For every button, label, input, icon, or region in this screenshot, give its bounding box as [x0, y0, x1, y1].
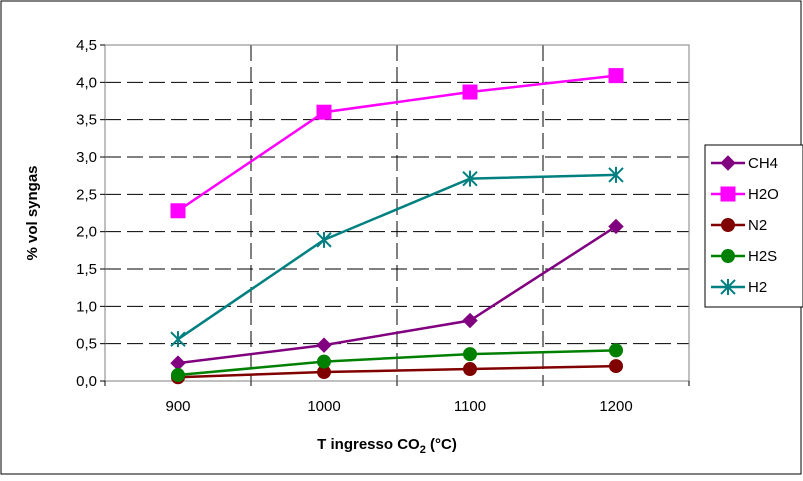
- series-h2o: [170, 68, 624, 219]
- legend-marker-h2: [720, 279, 736, 295]
- x-axis-title-main: T ingresso CO: [317, 436, 420, 453]
- data-point-ch4: [462, 312, 478, 329]
- x-axis-title: T ingresso CO2 (°C): [317, 436, 457, 456]
- y-tick-label: 1,0: [76, 298, 97, 315]
- y-tick-label: 0,0: [76, 373, 97, 390]
- data-point-ch4: [316, 337, 332, 353]
- data-point-h2: [316, 231, 332, 248]
- y-tick-label: 3,5: [76, 112, 97, 129]
- series-line-h2: [177, 173, 617, 341]
- series-line-ch4: [177, 225, 617, 365]
- data-point-h2s: [609, 343, 623, 358]
- series-line-n2: [177, 364, 617, 379]
- data-point-h2: [170, 331, 186, 348]
- legend-marker-n2: [721, 218, 735, 232]
- data-point-h2s: [171, 368, 185, 383]
- data-point-h2: [462, 170, 478, 187]
- legend-label-ch4: CH4: [748, 155, 778, 172]
- series-line-h2s: [177, 349, 617, 377]
- y-tick-labels: 0,0 0,5 1,0 1,5 2,0 2,5 3,0 3,5 4,0 4,5: [76, 37, 105, 390]
- legend-item-n2: N2: [711, 217, 767, 234]
- y-tick-label: 2,5: [76, 186, 97, 203]
- data-point-h2o: [608, 68, 624, 84]
- x-tick-label: 1100: [454, 398, 486, 415]
- y-axis-title: % vol syngas: [24, 165, 41, 260]
- series-line-h2o: [177, 74, 617, 212]
- series-h2: [170, 166, 624, 348]
- x-tick-label: 1200: [599, 398, 632, 415]
- legend-item-h2o: H2O: [711, 186, 779, 203]
- legend-item-ch4: CH4: [711, 155, 778, 172]
- y-tick-label: 3,0: [76, 149, 97, 166]
- data-point-h2o: [462, 84, 478, 100]
- series-h2s: [171, 343, 623, 383]
- legend-marker-h2o: [720, 186, 736, 202]
- x-tick-label: 1000: [307, 398, 340, 415]
- data-point-h2s: [317, 354, 331, 369]
- y-tick-label: 1,5: [76, 261, 97, 278]
- legend-label-h2: H2: [748, 279, 767, 296]
- legend-marker-h2s: [721, 249, 735, 263]
- legend-item-h2: H2: [711, 279, 767, 296]
- data-point-ch4: [608, 218, 624, 235]
- data-point-h2: [608, 166, 624, 183]
- data-point-n2: [463, 362, 477, 377]
- data-point-h2o: [316, 104, 332, 120]
- y-tick-label: 0,5: [76, 336, 97, 353]
- legend-marker-ch4: [720, 155, 736, 171]
- data-point-h2o: [170, 203, 186, 219]
- x-axis-title-tail: (°C): [426, 436, 457, 453]
- y-tick-label: 4,0: [76, 74, 97, 91]
- legend: CH4 H2O N2 H2S H2: [704, 144, 803, 308]
- series-layer: [170, 68, 624, 385]
- x-tick-labels: 900 1000 1100 1200: [104, 381, 690, 415]
- data-point-n2: [609, 359, 623, 374]
- legend-label-n2: N2: [748, 217, 767, 234]
- x-tick-label: 900: [165, 398, 190, 415]
- y-tick-label: 2,0: [76, 224, 97, 241]
- y-tick-label: 4,5: [76, 37, 97, 54]
- legend-label-h2o: H2O: [748, 186, 779, 203]
- legend-item-h2s: H2S: [711, 248, 777, 265]
- legend-label-h2s: H2S: [748, 248, 777, 265]
- x-axis-title-subscript: 2: [420, 444, 426, 456]
- data-point-h2s: [463, 347, 477, 362]
